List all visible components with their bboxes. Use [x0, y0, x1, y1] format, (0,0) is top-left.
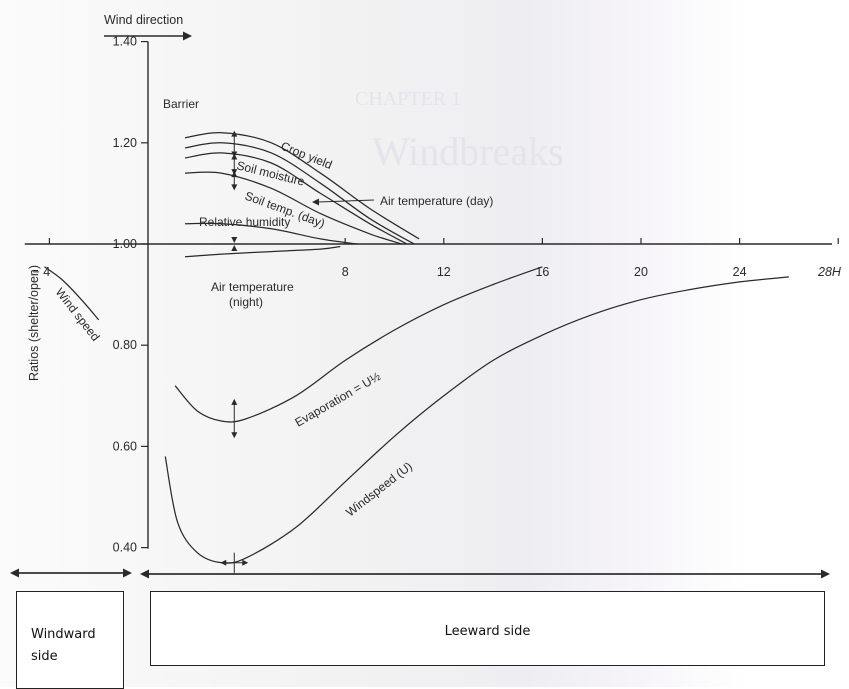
x-tick-label: 20	[634, 265, 648, 279]
bleed-through-heading: Windbreaks	[372, 129, 564, 174]
x-tick-label: 24	[733, 265, 747, 279]
relative-humidity-label: Relative humidity	[199, 215, 290, 229]
wind-speed-windward-label: Wind speed	[53, 285, 103, 344]
chart-axes	[24, 41, 832, 549]
chart-series	[44, 130, 789, 573]
leeward-span-right-head	[821, 569, 830, 579]
series-line	[174, 266, 543, 423]
chart-ticks: 0.400.600.801.001.201.40− 4 8 12 16 20 24 28H	[33, 35, 842, 555]
series-line	[184, 222, 358, 245]
x-tick-label: 28H	[817, 265, 842, 279]
series-line	[184, 142, 415, 245]
y-tick-label: 1.20	[113, 136, 137, 150]
marker-arrow-down	[231, 184, 238, 191]
y-tick-label: 0.80	[113, 338, 137, 352]
y-tick-label: 0.60	[113, 439, 137, 453]
night-label: (night)	[229, 295, 263, 309]
windward-span-left-head	[10, 568, 19, 578]
crop-yield-label: Crop yield	[279, 139, 334, 172]
series-line	[184, 152, 408, 245]
series-line	[164, 276, 789, 564]
air-temp-day-pointer-head	[312, 198, 319, 206]
evaporation-label: Evaporation = U½	[293, 369, 383, 429]
leeward-span-left-head	[140, 569, 149, 579]
leeward-side-label: Leeward side	[444, 624, 531, 639]
night-marker-arrow	[231, 245, 238, 252]
marker-arrow-up	[231, 171, 238, 178]
series-line	[44, 266, 100, 321]
bleed-through-text: CHAPTER 1	[355, 88, 462, 110]
windward-side-label: Windward side	[31, 627, 96, 664]
air-temperature-night-label: Air temperature	[211, 280, 294, 294]
wind-marker-right	[242, 559, 249, 566]
windspeed-u-label: Windspeed (U)	[343, 459, 415, 519]
air-temperature-day-label: Air temperature (day)	[380, 194, 493, 208]
chart-labels: Ratios (shelter/open) Wind direction Barri…	[10, 13, 830, 579]
y-axis-label: Ratios (shelter/open)	[27, 265, 41, 381]
wind-marker-left	[220, 559, 227, 566]
y-tick-label: 1.40	[113, 35, 137, 49]
y-tick-label: 0.40	[113, 541, 137, 555]
windward-span-right-head	[123, 568, 132, 578]
wind-direction-arrowhead	[183, 31, 192, 41]
evap-marker-up	[231, 398, 238, 405]
series-line	[184, 171, 403, 245]
series-line	[184, 131, 420, 240]
air-temp-day-pointer	[317, 199, 375, 203]
evap-marker-down	[231, 432, 238, 439]
leeward-side-box: Leeward side	[150, 591, 825, 666]
marker-arrow-up	[231, 130, 238, 137]
barrier-label: Barrier	[163, 97, 199, 111]
x-tick-label: 12	[437, 265, 451, 279]
windward-side-box: Windward side	[16, 591, 124, 689]
y-tick-label: 1.00	[113, 237, 137, 251]
wind-direction-label: Wind direction	[104, 13, 183, 27]
rh-marker-arrow	[231, 237, 238, 243]
x-tick-label: 8	[342, 265, 349, 279]
marker-arrow-up	[231, 153, 238, 160]
series-line	[184, 245, 341, 258]
